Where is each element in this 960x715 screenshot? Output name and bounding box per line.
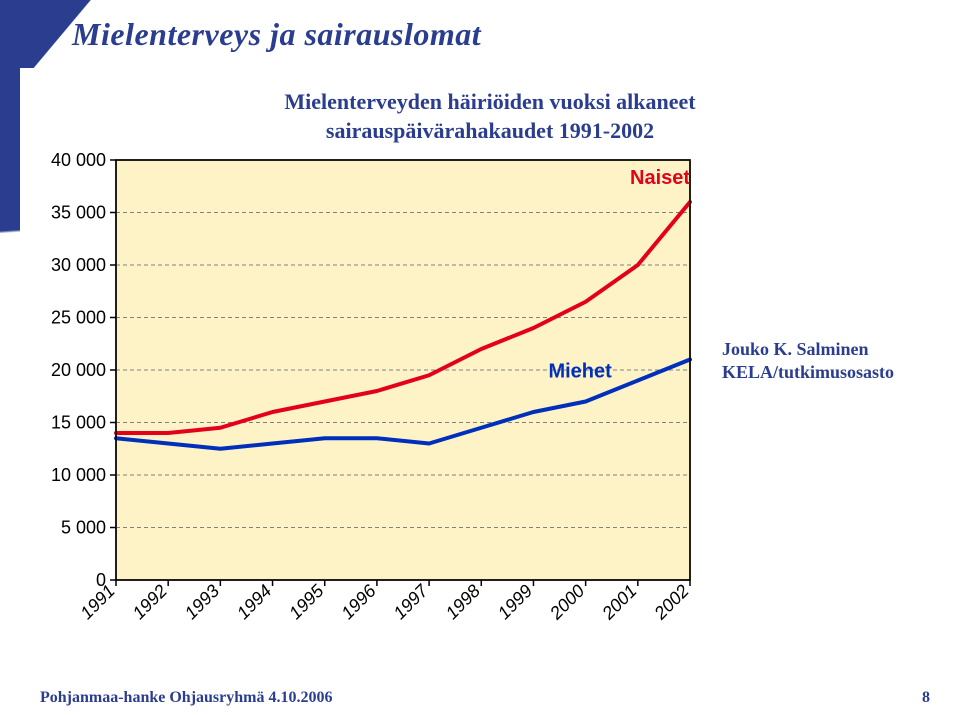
svg-text:1994: 1994	[233, 581, 275, 623]
svg-text:Miehet: Miehet	[548, 361, 612, 383]
svg-text:1995: 1995	[285, 580, 328, 623]
svg-text:1998: 1998	[442, 581, 484, 623]
chart: 05 00010 00015 00020 00025 00030 00035 0…	[30, 150, 710, 670]
svg-text:35 000: 35 000	[51, 203, 106, 223]
svg-text:1993: 1993	[181, 581, 223, 623]
svg-text:1996: 1996	[337, 580, 380, 623]
slide-title: Mielenterveys ja sairauslomat	[72, 16, 481, 53]
svg-text:10 000: 10 000	[51, 465, 106, 485]
page-number: 8	[922, 689, 930, 707]
decor-wedge-left	[0, 0, 20, 480]
svg-text:5 000: 5 000	[61, 518, 106, 538]
subtitle-line-1: Mielenterveyden häiriöiden vuoksi alkane…	[284, 89, 695, 114]
svg-text:20 000: 20 000	[51, 360, 106, 380]
chart-credit: Jouko K. Salminen KELA/tutkimusosasto	[722, 338, 894, 383]
slide-subtitle: Mielenterveyden häiriöiden vuoksi alkane…	[190, 88, 790, 145]
slide: Mielenterveys ja sairauslomat Mielenterv…	[0, 0, 960, 715]
svg-text:1997: 1997	[389, 580, 432, 623]
subtitle-line-2: sairauspäivärahakaudet 1991-2002	[326, 118, 654, 143]
svg-text:30 000: 30 000	[51, 255, 106, 275]
chart-svg: 05 00010 00015 00020 00025 00030 00035 0…	[30, 150, 710, 670]
svg-text:Naiset: Naiset	[630, 167, 690, 189]
svg-text:1999: 1999	[494, 581, 536, 623]
svg-text:40 000: 40 000	[51, 150, 106, 170]
svg-text:1992: 1992	[129, 581, 171, 623]
svg-text:15 000: 15 000	[51, 413, 106, 433]
credit-line-1: Jouko K. Salminen	[722, 339, 869, 359]
svg-text:25 000: 25 000	[51, 308, 106, 328]
svg-text:2002: 2002	[650, 581, 693, 624]
credit-line-2: KELA/tutkimusosasto	[722, 362, 894, 382]
svg-text:2001: 2001	[597, 581, 640, 624]
svg-text:1991: 1991	[76, 581, 118, 623]
footer-text: Pohjanmaa-hanke Ohjausryhmä 4.10.2006	[40, 689, 332, 707]
svg-text:2000: 2000	[545, 581, 588, 624]
